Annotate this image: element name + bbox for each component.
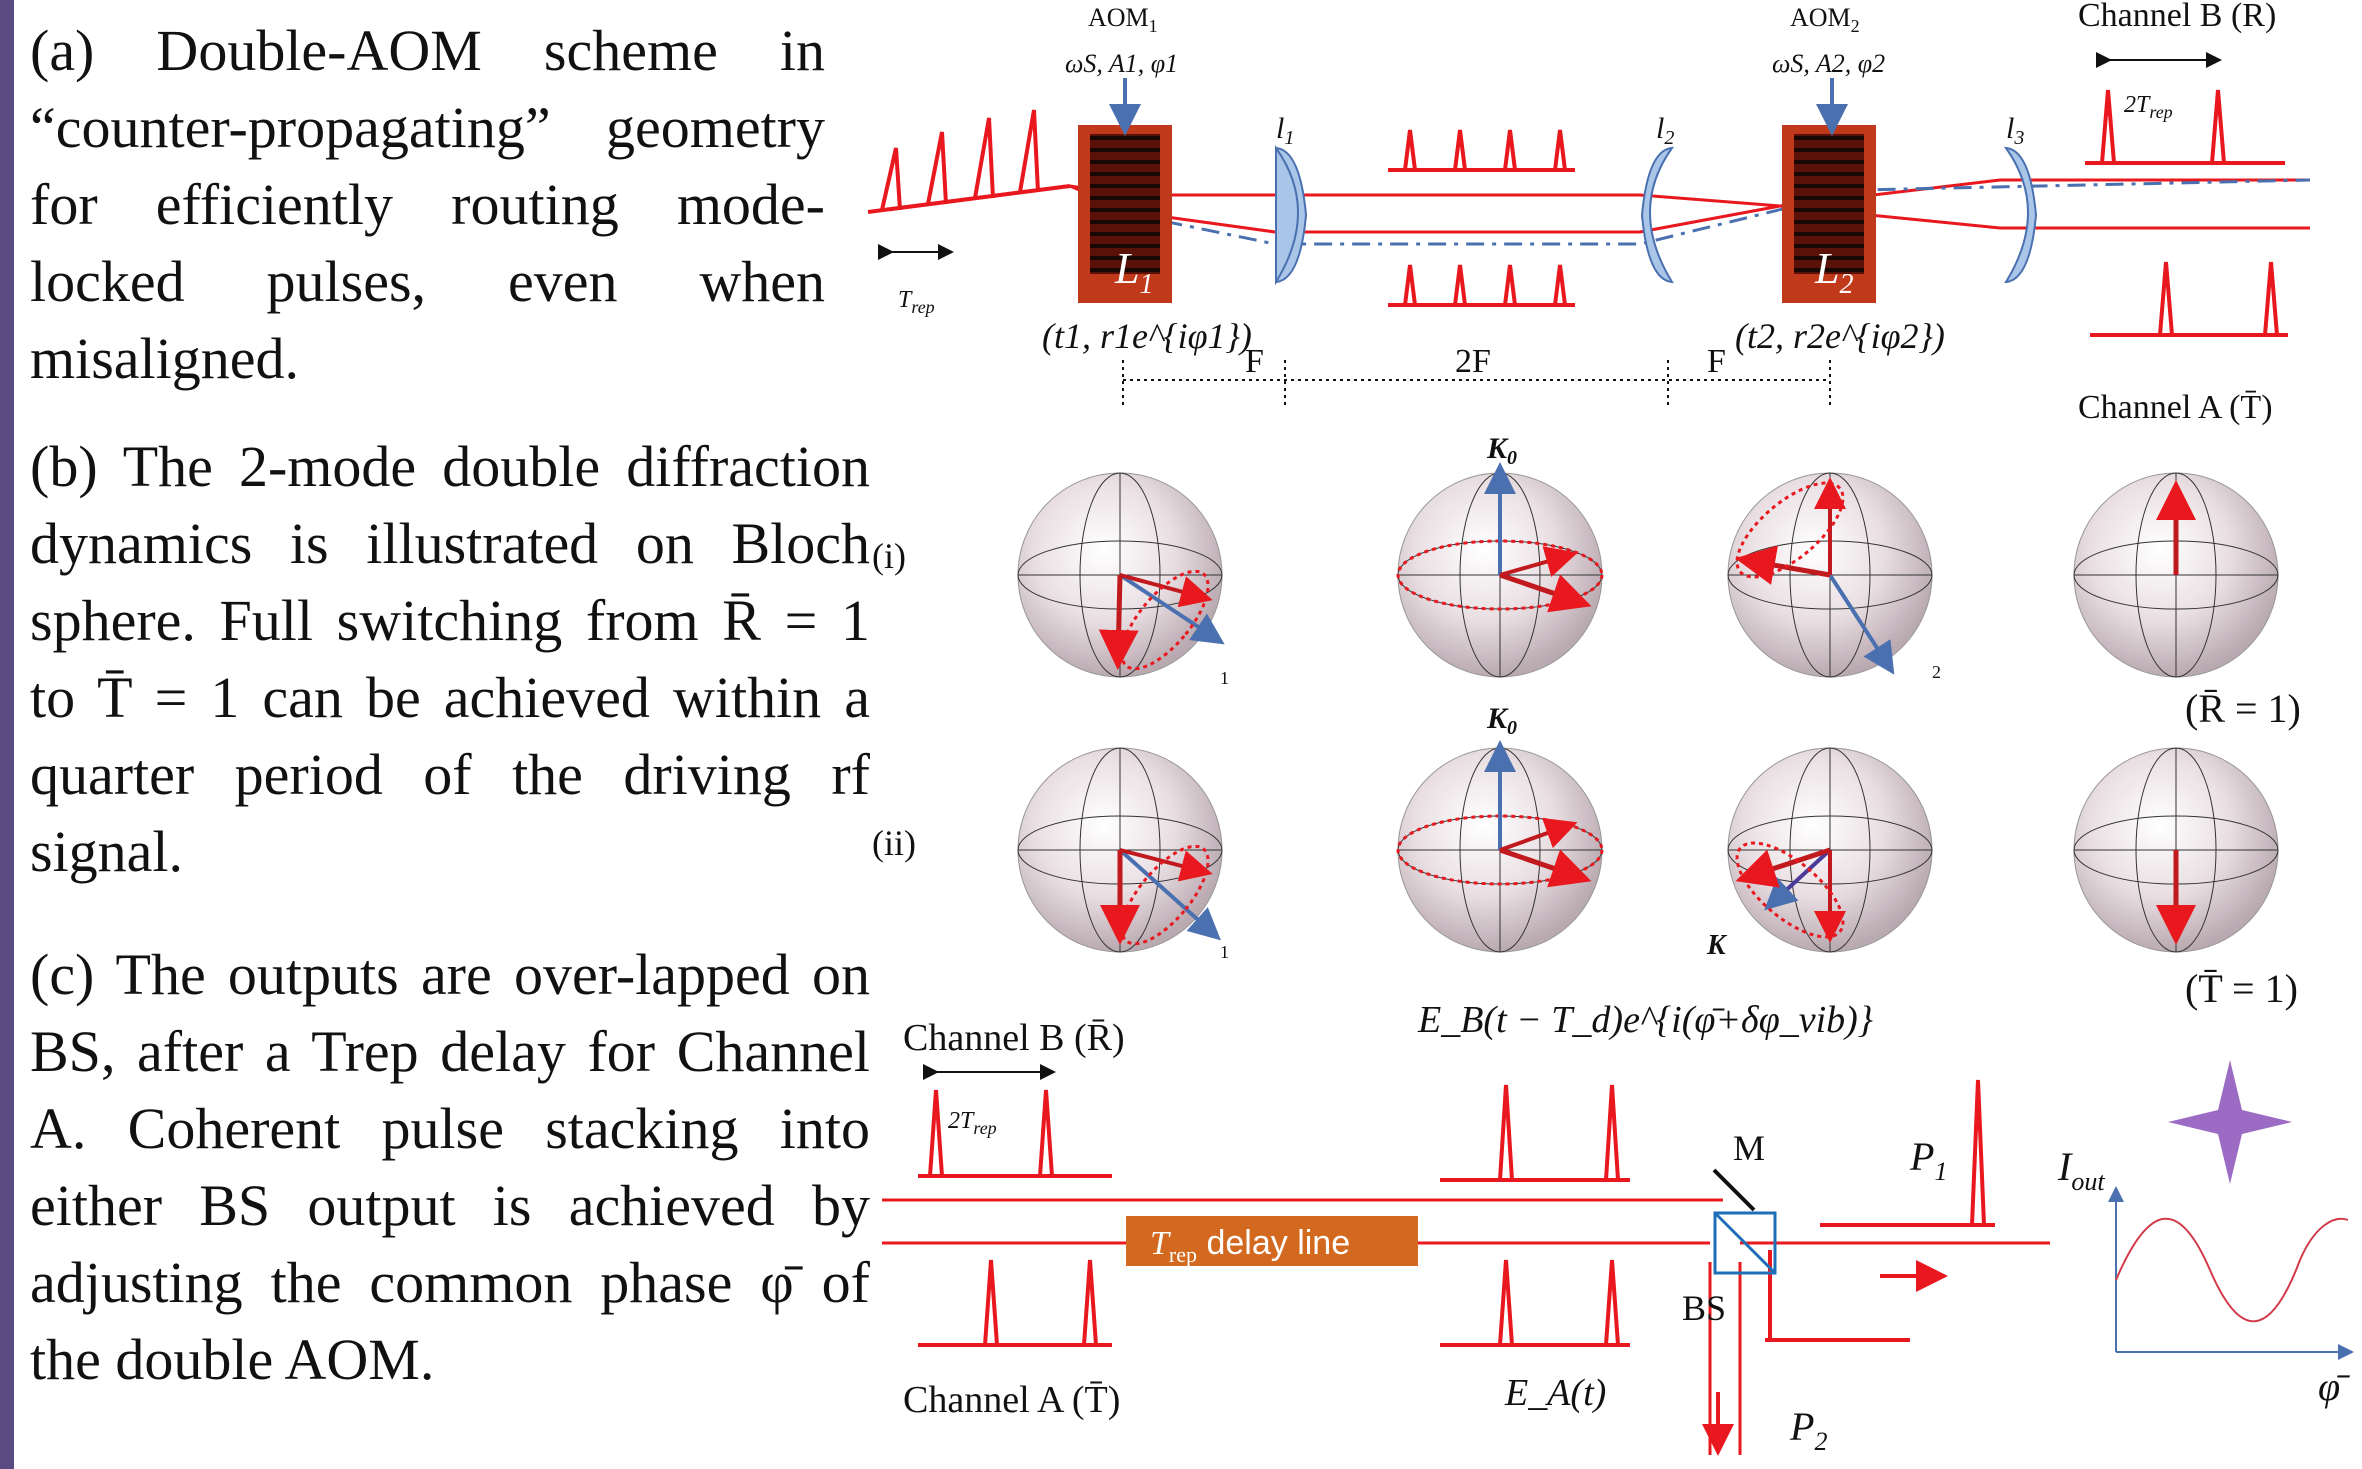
period-label-c: 2Trep bbox=[948, 1108, 997, 1138]
output-intensity-plot bbox=[2108, 1186, 2354, 1360]
mirror-label: M bbox=[1733, 1128, 1765, 1168]
bloch-sphere-r2c4 bbox=[2073, 747, 2279, 953]
channel-a-label-a: Channel A (T̄) bbox=[2078, 389, 2273, 426]
p1-label: P1 bbox=[1909, 1134, 1947, 1186]
channel-b-label-a: Channel B (R) bbox=[2078, 0, 2276, 34]
beam-splitter-cube bbox=[1713, 1211, 1777, 1275]
panel-b-bloch-spheres: (i) (ii) 1 K0 bbox=[872, 432, 2301, 1011]
k0-label-mid: K0 bbox=[1486, 702, 1517, 739]
lens-l3 bbox=[2003, 146, 2038, 284]
ea-field-label: E_A(t) bbox=[1504, 1372, 1606, 1414]
bloch-sphere-r2c3 bbox=[1727, 747, 1933, 953]
distance-markers bbox=[1122, 360, 1831, 408]
crystal-l2-label: L2 bbox=[1814, 244, 1853, 300]
paragraph-a-text: (a) Double-AOM scheme in “counter-propag… bbox=[30, 18, 825, 391]
channel-a-label-c: Channel A (T̄) bbox=[903, 1379, 1120, 1421]
aom2-params: ωS, A2, φ2 bbox=[1772, 49, 1885, 78]
lens-l1-label: l1 bbox=[1276, 112, 1294, 149]
t2-label: (t2, r2e^{iφ2}) bbox=[1735, 316, 1945, 356]
panel-a-double-aom: Trep L1 AOM1 ωS, A1, φ1 L2 AOM2 ωS, A2, … bbox=[867, 0, 2311, 426]
bloch-sphere-r2c2 bbox=[1396, 740, 1604, 953]
middle-pulses bbox=[1388, 129, 1575, 307]
panel-c-beam-splitter: Channel B (R̄) 2Trep Trep delay line M bbox=[882, 999, 2354, 1456]
row-ii-label: (ii) bbox=[872, 823, 916, 863]
aom1-crystal bbox=[1078, 125, 1172, 303]
fragment-3: 1 bbox=[1220, 942, 1229, 962]
channel-a-pulses bbox=[2090, 261, 2288, 337]
aom1-params: ωS, A1, φ1 bbox=[1065, 49, 1178, 78]
bloch-sphere-r1c1 bbox=[1017, 472, 1225, 678]
result-r-equals-1: (R̄ = 1) bbox=[2185, 686, 2301, 731]
aom1-label: AOM1 bbox=[1088, 3, 1158, 36]
t1-label: (t1, r1e^{iφ1}) bbox=[1042, 316, 1252, 356]
k0-label-top: K0 bbox=[1486, 432, 1517, 469]
channel-b-period-label: 2Trep bbox=[2124, 92, 2173, 122]
delay-line-box bbox=[1126, 1216, 1418, 1266]
slide-sidebar-bar bbox=[0, 0, 14, 1469]
bloch-sphere-r2c1 bbox=[1017, 747, 1223, 953]
distance-2f: 2F bbox=[1455, 343, 1491, 380]
beam-lines bbox=[1069, 178, 2310, 234]
fragment-1: 1 bbox=[1220, 668, 1229, 688]
result-t-equals-1: (T̄ = 1) bbox=[2185, 966, 2298, 1011]
paragraph-c: (c) The outputs are over-lapped on BS, a… bbox=[30, 936, 870, 1398]
crystal-l1-label: L1 bbox=[1114, 244, 1153, 300]
paragraph-b-text: (b) The 2-mode double diffraction dynami… bbox=[30, 434, 870, 884]
lens-l2 bbox=[1640, 146, 1675, 284]
pulses-c bbox=[918, 1079, 1995, 1347]
distance-f2: F bbox=[1707, 343, 1726, 380]
lens-l2-label: l2 bbox=[1656, 112, 1674, 149]
paragraph-c-text: (c) The outputs are over-lapped on BS, a… bbox=[30, 942, 870, 1392]
bs-label: BS bbox=[1682, 1288, 1726, 1328]
lens-l1 bbox=[1275, 144, 1308, 286]
trep-label: Trep bbox=[898, 287, 935, 317]
phi-axis-label: φ̄ bbox=[2318, 1364, 2350, 1409]
bloch-sphere-r1c4 bbox=[2073, 472, 2279, 678]
input-pulse-train bbox=[867, 109, 1071, 214]
aom2-label: AOM2 bbox=[1790, 3, 1860, 36]
channel-b-pulses bbox=[2085, 89, 2285, 165]
bloch-sphere-r1c3 bbox=[1727, 472, 1933, 678]
paragraph-a: (a) Double-AOM scheme in “counter-propag… bbox=[30, 12, 825, 397]
row-i-label: (i) bbox=[872, 536, 906, 576]
p2-label: P2 bbox=[1789, 1404, 1827, 1456]
delay-line-label: Trep delay line bbox=[1150, 1224, 1350, 1267]
channel-b-label-c: Channel B (R̄) bbox=[903, 1017, 1125, 1059]
mirror bbox=[1712, 1168, 1756, 1212]
star-icon bbox=[2168, 1060, 2292, 1184]
distance-f1: F bbox=[1245, 343, 1264, 380]
lens-l3-label: l3 bbox=[2006, 112, 2024, 149]
aom2-crystal bbox=[1782, 125, 1876, 303]
bloch-sphere-r1c2 bbox=[1396, 462, 1604, 678]
blue-misaligned-beam bbox=[1089, 178, 2311, 246]
iout-label: Iout bbox=[2057, 1144, 2105, 1196]
fragment-2: 2 bbox=[1932, 662, 1941, 682]
eb-field-label: E_B(t − T_d)e^{i(φ̄+δφ_vib)} bbox=[1417, 999, 1873, 1041]
fragment-4: K bbox=[1706, 930, 1728, 961]
paragraph-b: (b) The 2-mode double diffraction dynami… bbox=[30, 428, 870, 890]
